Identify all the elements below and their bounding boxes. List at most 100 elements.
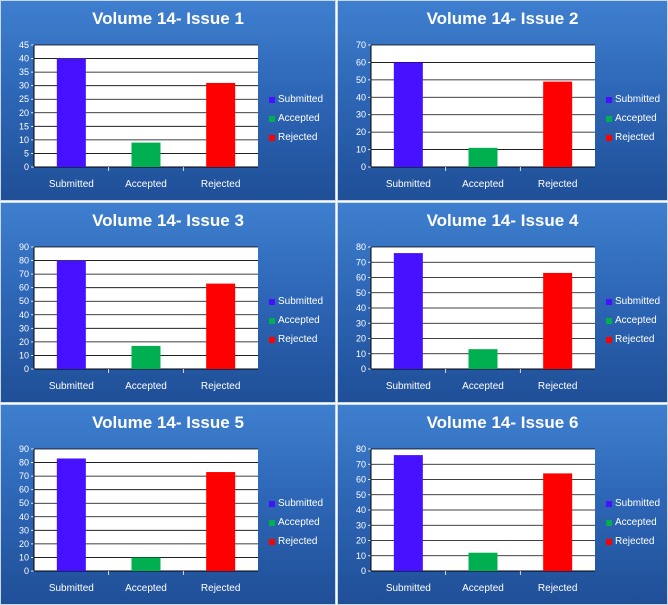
chart-legend: Submitted Accepted Rejected: [606, 292, 667, 349]
y-tick-label: 50: [356, 288, 366, 298]
y-tick-label: 70: [356, 40, 366, 50]
legend-label: Rejected: [278, 132, 318, 143]
legend-label: Accepted: [278, 517, 320, 528]
chart-legend: Submitted Accepted Rejected: [269, 90, 333, 147]
legend-label: Submitted: [615, 296, 661, 307]
x-category-label: Rejected: [538, 179, 577, 190]
y-tick-label: 10: [19, 350, 29, 360]
bar-submitted: [393, 455, 423, 571]
chart-panel: Volume 14- Issue 3 0 10 20 30 40 50 60 70 80 90 Sub…: [0, 202, 336, 403]
chart-title: Volume 14- Issue 4: [426, 211, 579, 230]
y-tick-label: 0: [361, 162, 366, 172]
y-tick-label: 0: [361, 566, 366, 576]
chart-panel: Volume 14- Issue 5 0 10 20 30 40 50 60 70 80 90 Sub…: [0, 404, 336, 605]
bar-accepted: [131, 557, 161, 571]
y-tick-label: 15: [19, 121, 29, 131]
y-tick-label: 80: [356, 444, 366, 454]
legend-label: Submitted: [278, 94, 324, 105]
legend-item: Submitted: [269, 90, 333, 109]
x-category-label: Accepted: [462, 583, 504, 594]
y-tick-label: 70: [356, 459, 366, 469]
chart-legend: Submitted Accepted Rejected: [269, 494, 333, 551]
bar-rejected: [206, 283, 236, 369]
x-category-label: Submitted: [386, 179, 431, 190]
legend-item: Rejected: [606, 532, 667, 551]
legend-item: Rejected: [269, 128, 333, 147]
legend-swatch: [606, 96, 612, 103]
chart-legend: Submitted Accepted Rejected: [606, 494, 667, 551]
chart-svg: 0 5 10 15 20 25 30 35 40 45 Submitted Accepted Rejec…: [19, 40, 258, 190]
y-tick-label: 40: [19, 310, 29, 320]
legend-label: Rejected: [615, 132, 655, 143]
legend-swatch: [269, 336, 275, 343]
legend-label: Submitted: [278, 296, 324, 307]
y-tick-label: 90: [19, 444, 29, 454]
x-category-label: Accepted: [125, 381, 167, 392]
y-tick-label: 0: [24, 162, 29, 172]
y-tick-label: 80: [19, 256, 29, 266]
legend-label: Submitted: [278, 498, 324, 509]
y-tick-label: 20: [19, 108, 29, 118]
legend-item: Accepted: [606, 311, 667, 330]
chart-title: Volume 14- Issue 2: [426, 9, 579, 28]
legend-swatch: [606, 336, 612, 343]
y-tick-label: 60: [356, 273, 366, 283]
y-tick-label: 20: [19, 337, 29, 347]
x-category-label: Rejected: [538, 583, 577, 594]
legend-swatch: [269, 115, 275, 122]
legend-label: Accepted: [615, 315, 657, 326]
legend-item: Accepted: [269, 109, 333, 128]
legend-item: Accepted: [606, 109, 667, 128]
legend-label: Accepted: [615, 113, 657, 124]
y-tick-label: 10: [356, 145, 366, 155]
bar-accepted: [468, 147, 498, 167]
chart-legend: Submitted Accepted Rejected: [606, 90, 667, 147]
y-tick-label: 40: [356, 92, 366, 102]
y-tick-label: 20: [356, 127, 366, 137]
y-tick-label: 20: [356, 536, 366, 546]
y-tick-label: 25: [19, 94, 29, 104]
x-category-label: Submitted: [49, 381, 94, 392]
y-tick-label: 20: [356, 334, 366, 344]
legend-item: Rejected: [606, 128, 667, 147]
y-tick-label: 10: [19, 552, 29, 562]
legend-label: Rejected: [615, 536, 655, 547]
y-tick-label: 30: [356, 520, 366, 530]
y-tick-label: 50: [356, 75, 366, 85]
legend-item: Accepted: [606, 513, 667, 532]
y-tick-label: 30: [19, 525, 29, 535]
legend-swatch: [606, 134, 612, 141]
x-category-label: Accepted: [462, 179, 504, 190]
bar-submitted: [56, 458, 86, 571]
chart-svg: 0 10 20 30 40 50 60 70 Submitted Accepted Rejected: [356, 40, 595, 190]
legend-swatch: [606, 538, 612, 545]
chart-svg: 0 10 20 30 40 50 60 70 80 90 Submitted Accepted Reje…: [19, 242, 258, 392]
y-tick-label: 35: [19, 67, 29, 77]
x-category-label: Rejected: [201, 179, 240, 190]
chart-panel: Volume 14- Issue 6 0 10 20 30 40 50 60 70 80 Submi…: [337, 404, 668, 605]
x-category-label: Submitted: [49, 583, 94, 594]
legend-item: Submitted: [606, 292, 667, 311]
y-tick-label: 45: [19, 40, 29, 50]
legend-item: Submitted: [269, 494, 333, 513]
bar-submitted: [393, 62, 423, 167]
chart-legend: Submitted Accepted Rejected: [269, 292, 333, 349]
bar-accepted: [468, 552, 498, 571]
legend-swatch: [269, 134, 275, 141]
x-category-label: Submitted: [386, 583, 431, 594]
y-tick-label: 60: [19, 485, 29, 495]
y-tick-label: 0: [24, 364, 29, 374]
legend-item: Accepted: [269, 513, 333, 532]
legend-label: Accepted: [278, 315, 320, 326]
bar-submitted: [56, 260, 86, 369]
y-tick-label: 60: [356, 57, 366, 67]
legend-label: Accepted: [615, 517, 657, 528]
legend-label: Rejected: [278, 334, 318, 345]
legend-item: Accepted: [269, 311, 333, 330]
y-tick-label: 10: [356, 551, 366, 561]
y-tick-label: 80: [19, 458, 29, 468]
x-category-label: Rejected: [201, 381, 240, 392]
y-tick-label: 0: [24, 566, 29, 576]
bar-rejected: [206, 82, 236, 167]
